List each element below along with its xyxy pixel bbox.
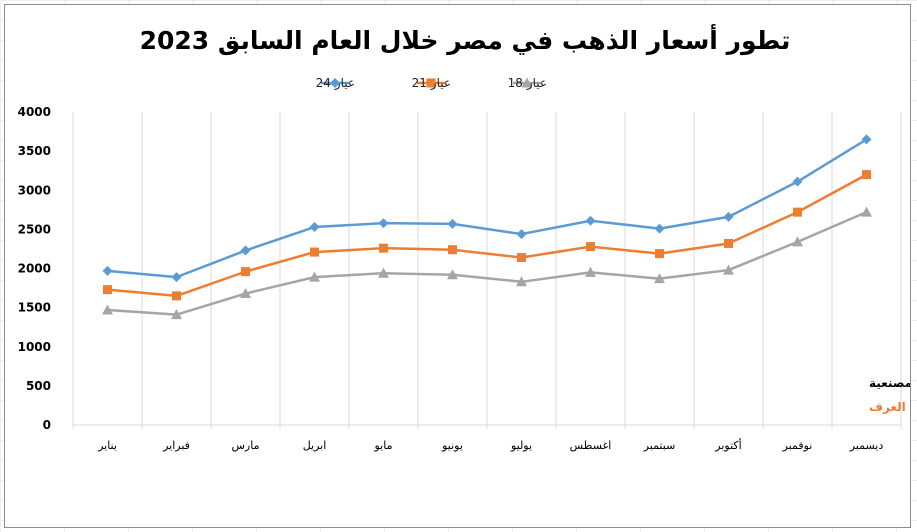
x-tick-label: اغسطس	[570, 439, 612, 452]
data-point	[448, 245, 457, 255]
vertical-gridlines	[72, 112, 902, 429]
data-point	[310, 247, 319, 257]
x-tick-label: ديسمبر	[849, 439, 884, 452]
data-point	[309, 222, 320, 233]
data-point	[654, 223, 665, 234]
data-point	[240, 288, 251, 299]
data-point	[724, 238, 733, 248]
data-point	[793, 207, 802, 217]
data-point	[516, 229, 527, 240]
data-point	[379, 243, 388, 253]
x-tick-label: سبتمبر	[643, 439, 676, 452]
x-tick-label: ابريل	[303, 439, 327, 452]
note-prices-in-pounds: الأسعار بالجنيه ولا تشمل المصنعية	[869, 375, 910, 391]
data-point	[655, 249, 664, 259]
y-tick-label: 4000	[18, 105, 51, 119]
data-point	[862, 170, 871, 180]
data-point	[654, 273, 665, 284]
chart-canvas: تطور أسعار الذهب في مصر خلال العام الساب…	[18, 24, 910, 452]
data-point	[240, 245, 251, 256]
data-point	[723, 211, 734, 222]
x-tick-label: مارس	[232, 439, 260, 452]
y-tick-label: 2500	[18, 222, 51, 236]
y-tick-label: 0	[43, 418, 51, 432]
y-tick-label: 1000	[18, 340, 51, 354]
data-point	[516, 276, 527, 287]
data-point	[171, 272, 182, 283]
legend-marker	[330, 78, 340, 88]
legend: عيار 24 عيار 21 عيار 18	[316, 76, 547, 91]
data-point	[171, 309, 182, 320]
data-point	[792, 236, 803, 247]
series-line-0	[107, 138, 868, 279]
data-point	[103, 285, 112, 295]
data-point	[378, 218, 389, 229]
series-line-1	[107, 173, 868, 298]
data-point	[447, 269, 458, 280]
x-tick-label: أكتوبر	[714, 438, 741, 452]
chart-title: تطور أسعار الذهب في مصر خلال العام الساب…	[140, 24, 791, 56]
x-tick-label: مايو	[374, 439, 393, 452]
data-point	[585, 266, 596, 277]
y-tick-label: 500	[26, 379, 51, 393]
data-point	[102, 304, 113, 315]
data-point	[723, 264, 734, 275]
x-tick-label: فبراير	[162, 439, 190, 452]
y-tick-label: 3500	[18, 144, 51, 158]
y-axis: 0 500 1000 1500 2000 2500 3000 3500 4000	[18, 105, 51, 432]
data-point	[102, 265, 113, 276]
y-tick-label: 1500	[18, 301, 51, 315]
data-point	[309, 271, 320, 282]
data-point	[861, 134, 872, 145]
series-line-2	[107, 211, 867, 316]
series-lines	[107, 138, 868, 316]
x-axis: يناير فبراير مارس ابريل مايو يونيو يوليو اغسطس س…	[97, 438, 883, 452]
legend-label: عيار 21	[412, 76, 451, 91]
note-source: المصدر: شعبة الذهب باتحاد الغرف	[869, 400, 910, 414]
legend-label: عيار 18	[508, 76, 547, 91]
x-tick-label: يناير	[97, 439, 117, 452]
legend-marker	[426, 78, 436, 88]
data-point	[517, 253, 526, 263]
y-tick-label: 2000	[18, 262, 51, 276]
x-tick-label: نوفمبر	[782, 439, 813, 452]
data-point	[172, 291, 181, 301]
data-point	[447, 218, 458, 229]
data-point	[586, 242, 595, 252]
x-tick-label: يونيو	[441, 439, 463, 452]
series-markers	[102, 134, 872, 320]
legend-label: عيار 24	[316, 76, 355, 91]
data-point	[378, 267, 389, 278]
data-point	[861, 206, 872, 217]
x-tick-label: يوليو	[510, 439, 532, 452]
data-point	[241, 267, 250, 277]
y-tick-label: 3000	[18, 183, 51, 197]
data-point	[792, 176, 803, 187]
data-point	[585, 215, 596, 226]
legend-marker	[521, 77, 533, 88]
chart-area[interactable]: تطور أسعار الذهب في مصر خلال العام الساب…	[4, 4, 911, 528]
